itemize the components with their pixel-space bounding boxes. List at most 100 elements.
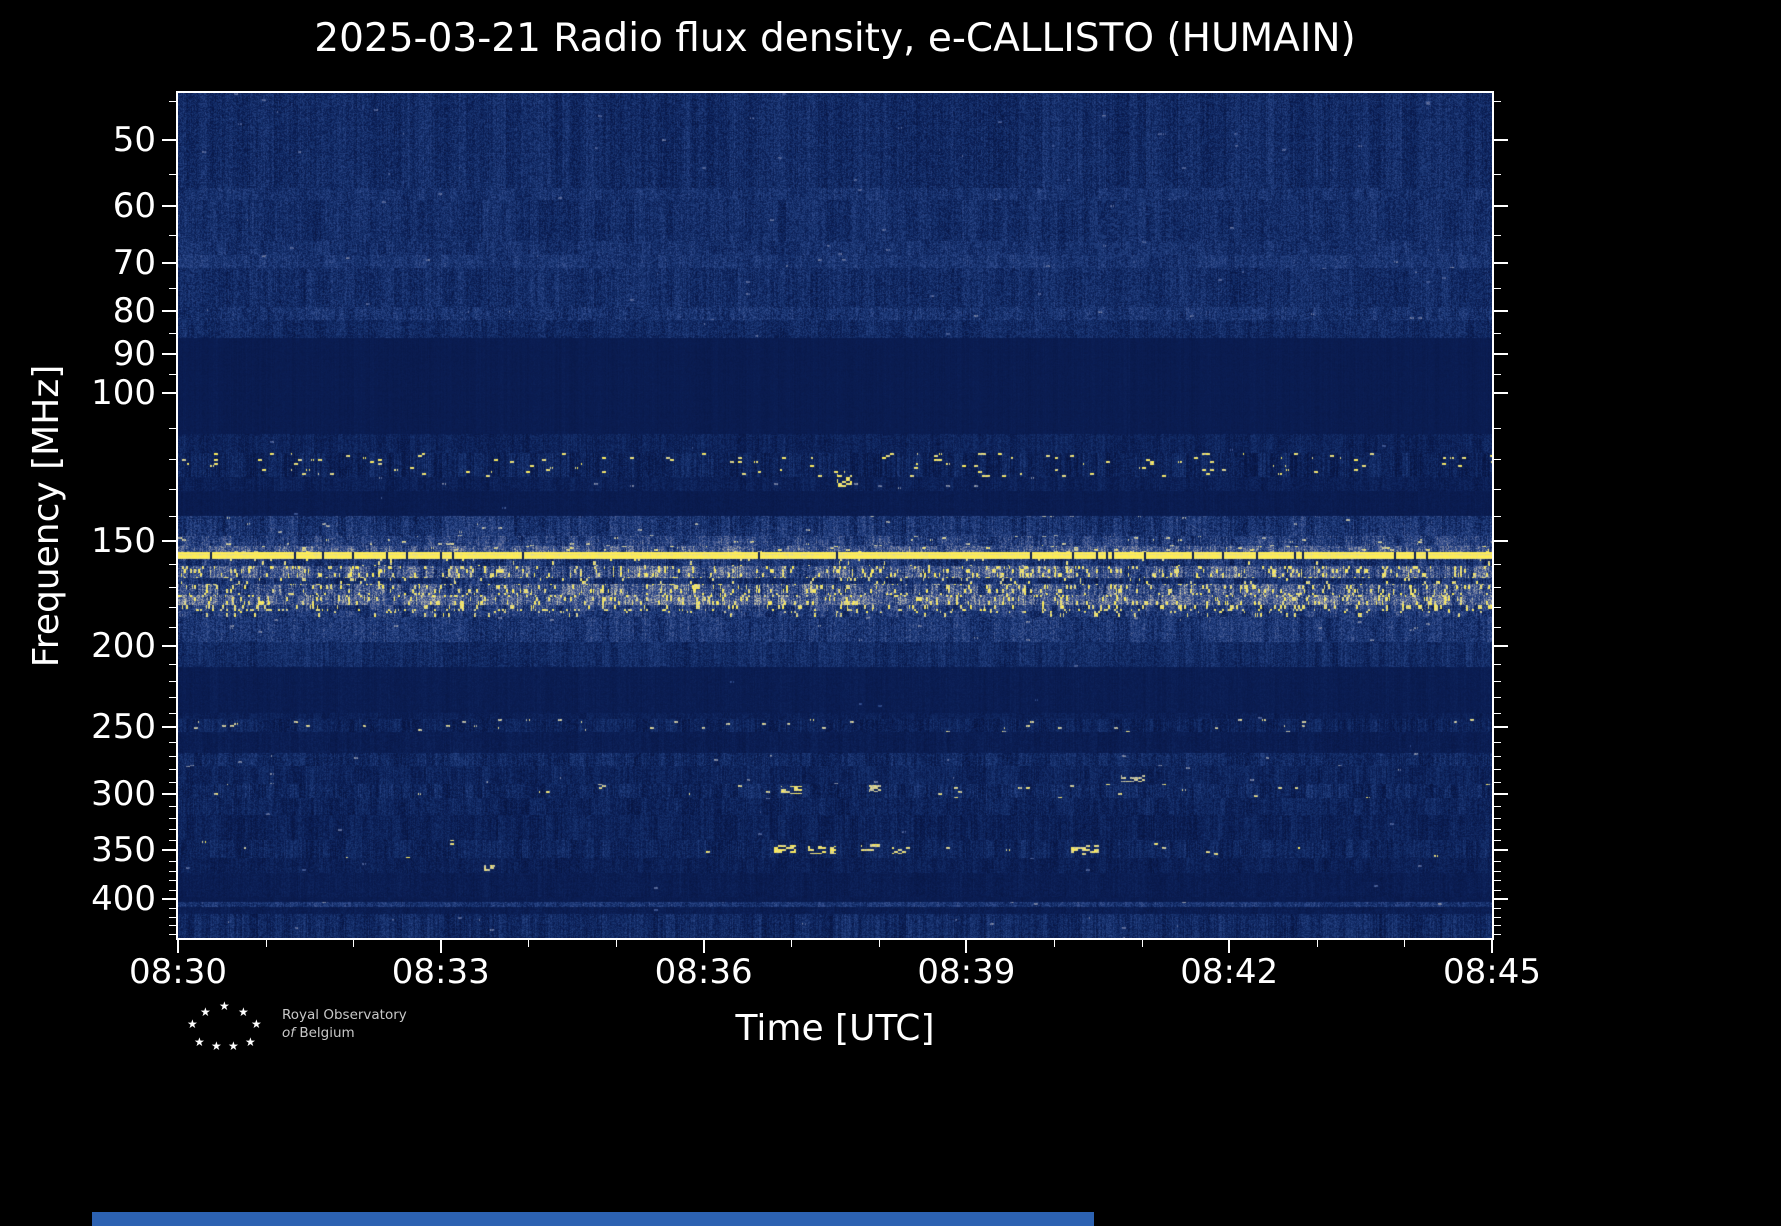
y-major-tick	[162, 644, 176, 647]
y-minor-tick	[169, 459, 176, 461]
x-tick-label: 08:42	[1180, 952, 1279, 992]
x-tick-label: 08:36	[654, 952, 753, 992]
y-minor-tick-right	[1494, 828, 1501, 830]
y-major-tick-right	[1494, 138, 1508, 141]
star-icon: ★	[200, 1005, 211, 1019]
y-minor-tick	[169, 880, 176, 882]
y-minor-tick-right	[1494, 235, 1501, 237]
x-minor-tick	[1141, 940, 1143, 947]
x-major-tick	[1491, 940, 1493, 953]
y-minor-tick-right	[1494, 755, 1501, 757]
rob-logo-line2-italic: of	[282, 1025, 296, 1041]
y-minor-tick	[169, 768, 176, 770]
y-major-tick	[162, 261, 176, 264]
x-minor-tick	[1404, 940, 1406, 947]
y-major-tick	[162, 310, 176, 313]
footer-bar	[92, 1212, 1094, 1226]
y-minor-tick	[169, 607, 176, 609]
y-minor-tick	[169, 427, 176, 429]
y-minor-tick-right	[1494, 805, 1501, 807]
rob-logo-stars: ★ ★ ★ ★ ★ ★ ★ ★ ★	[182, 1000, 272, 1058]
y-minor-tick	[169, 817, 176, 819]
rob-logo-line1: Royal Observatory	[282, 1007, 407, 1023]
x-axis-label: Time [UTC]	[735, 1008, 935, 1049]
y-minor-tick-right	[1494, 817, 1501, 819]
y-minor-tick-right	[1494, 680, 1501, 682]
y-major-tick	[162, 849, 176, 852]
y-minor-tick	[169, 101, 176, 103]
y-minor-tick-right	[1494, 696, 1501, 698]
y-minor-tick-right	[1494, 627, 1501, 629]
y-minor-tick	[169, 839, 176, 841]
y-minor-tick	[169, 933, 176, 935]
y-tick-label: 50	[112, 119, 156, 160]
y-minor-tick-right	[1494, 101, 1501, 103]
y-minor-tick	[169, 741, 176, 743]
y-tick-label: 200	[91, 625, 156, 666]
y-minor-tick-right	[1494, 933, 1501, 935]
y-minor-tick-right	[1494, 607, 1501, 609]
x-minor-tick	[791, 940, 793, 947]
y-minor-tick-right	[1494, 174, 1501, 176]
y-major-tick	[162, 138, 176, 141]
x-major-tick	[439, 940, 442, 953]
y-major-tick	[162, 726, 176, 729]
y-tick-label: 350	[91, 830, 156, 871]
y-major-tick-right	[1494, 898, 1508, 901]
spectrogram-canvas	[178, 93, 1492, 938]
x-major-tick	[177, 940, 179, 953]
x-tick-label: 08:33	[391, 952, 490, 992]
y-minor-tick-right	[1494, 781, 1501, 783]
y-major-tick-right	[1494, 205, 1508, 208]
x-tick-label: 08:45	[1443, 952, 1541, 992]
y-tick-label: 80	[112, 291, 156, 332]
x-minor-tick	[528, 940, 530, 947]
rob-logo-line2-rest: Belgium	[299, 1025, 355, 1041]
y-minor-tick-right	[1494, 839, 1501, 841]
y-major-tick	[162, 539, 176, 542]
y-minor-tick-right	[1494, 488, 1501, 490]
rob-logo-line2: of Belgium	[282, 1024, 407, 1042]
x-minor-tick	[353, 940, 355, 947]
y-major-tick-right	[1494, 310, 1508, 313]
y-minor-tick-right	[1494, 287, 1501, 289]
y-minor-tick-right	[1494, 712, 1501, 714]
y-minor-tick-right	[1494, 870, 1501, 872]
y-minor-tick	[169, 805, 176, 807]
y-tick-label: 70	[112, 242, 156, 283]
x-minor-tick	[878, 940, 880, 947]
y-minor-tick-right	[1494, 427, 1501, 429]
y-tick-label: 150	[91, 520, 156, 561]
y-minor-tick-right	[1494, 768, 1501, 770]
y-minor-tick	[169, 564, 176, 566]
y-tick-label: 100	[91, 372, 156, 413]
y-minor-tick-right	[1494, 515, 1501, 517]
y-minor-tick	[169, 696, 176, 698]
star-icon: ★	[251, 1017, 262, 1031]
y-major-tick-right	[1494, 391, 1508, 394]
star-icon: ★	[245, 1035, 256, 1049]
y-minor-tick	[169, 680, 176, 682]
y-tick-label: 300	[91, 774, 156, 814]
y-major-tick-right	[1494, 793, 1508, 795]
y-minor-tick	[169, 287, 176, 289]
y-major-tick-right	[1494, 644, 1508, 647]
y-minor-tick	[169, 333, 176, 335]
y-minor-tick	[169, 712, 176, 714]
y-minor-tick	[169, 515, 176, 517]
y-minor-tick	[169, 235, 176, 237]
y-minor-tick-right	[1494, 908, 1501, 910]
x-major-tick	[1228, 940, 1231, 953]
y-major-tick-right	[1494, 849, 1508, 852]
plot-frame	[176, 91, 1494, 940]
y-major-tick	[162, 793, 176, 795]
y-major-tick	[162, 898, 176, 901]
y-major-tick-right	[1494, 539, 1508, 542]
y-minor-tick	[169, 889, 176, 891]
y-minor-tick	[169, 860, 176, 862]
x-major-tick	[702, 940, 705, 953]
y-tick-label: 250	[91, 707, 156, 748]
y-minor-tick-right	[1494, 860, 1501, 862]
y-minor-tick-right	[1494, 333, 1501, 335]
